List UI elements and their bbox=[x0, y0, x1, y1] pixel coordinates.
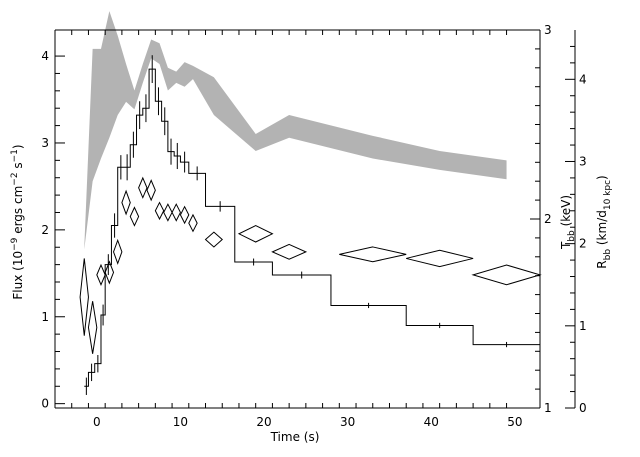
radius-diamond bbox=[237, 225, 274, 243]
radius-diamonds bbox=[79, 176, 542, 354]
x-axis-title: Time (s) bbox=[270, 430, 320, 444]
radius-diamond bbox=[146, 179, 156, 202]
radius-diamond bbox=[104, 260, 115, 285]
radius-diamond bbox=[113, 238, 123, 265]
radius-diamond bbox=[271, 243, 308, 260]
left-y-tick-label: 1 bbox=[41, 310, 49, 324]
right-outer-y-tick-label: 4 bbox=[579, 72, 587, 86]
radius-diamond bbox=[163, 203, 173, 222]
x-tick-label: 40 bbox=[424, 415, 439, 429]
radius-diamond bbox=[96, 263, 106, 287]
radius-diamond bbox=[87, 301, 98, 354]
radius-diamond bbox=[471, 264, 542, 286]
x-tick-label: 0 bbox=[93, 415, 101, 429]
right-inner-y-tick-label: 3 bbox=[544, 23, 552, 37]
right-outer-y-tick-label: 3 bbox=[579, 154, 587, 168]
right-outer-y-tick-label: 2 bbox=[579, 237, 587, 251]
radius-diamond bbox=[138, 176, 148, 199]
left-y-tick-label: 4 bbox=[41, 49, 49, 63]
radius-diamond bbox=[204, 231, 223, 248]
left-y-tick-label: 2 bbox=[41, 223, 49, 237]
radius-diamond bbox=[171, 203, 181, 222]
right-inner-y-tick-label: 2 bbox=[544, 212, 552, 226]
temperature-band-area bbox=[84, 11, 507, 250]
x-tick-label: 30 bbox=[340, 415, 355, 429]
radius-diamond bbox=[339, 246, 407, 263]
right-inner-y-tick-label: 1 bbox=[544, 401, 552, 415]
flux-step-line bbox=[84, 68, 540, 387]
right-outer-y-tick-label: 0 bbox=[579, 401, 587, 415]
x-tick-label: 50 bbox=[507, 415, 522, 429]
tick-marks bbox=[54, 29, 575, 409]
left-y-tick-label: 0 bbox=[41, 397, 49, 411]
radius-diamond bbox=[129, 206, 140, 227]
x-tick-label: 20 bbox=[256, 415, 271, 429]
radius-diamond bbox=[154, 201, 165, 221]
radius-diamond bbox=[188, 213, 198, 233]
temperature-band bbox=[84, 11, 507, 250]
radius-diamond bbox=[121, 189, 131, 216]
flux-histogram bbox=[84, 55, 540, 395]
radius-diamond bbox=[406, 249, 474, 268]
left-y-tick-label: 3 bbox=[41, 136, 49, 150]
right-outer-y-tick-label: 1 bbox=[579, 319, 587, 333]
radius-diamond bbox=[79, 258, 89, 336]
x-tick-label: 10 bbox=[173, 415, 188, 429]
radius-diamond bbox=[179, 205, 190, 225]
right-inner-axis-title: Tbb (keV) bbox=[559, 195, 577, 250]
left-axis-title: Flux (10−9 ergs cm−2 s−1) bbox=[10, 144, 25, 299]
